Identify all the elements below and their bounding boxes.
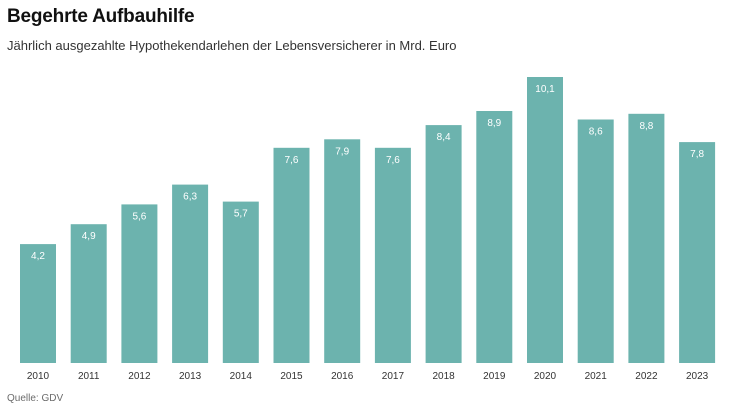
bar-value-label: 8,9 [487, 118, 501, 129]
bar-value-label: 7,6 [285, 155, 299, 166]
x-tick-label: 2010 [27, 371, 50, 382]
x-tick-label: 2021 [585, 371, 608, 382]
bar-2023 [679, 142, 716, 363]
chart-subtitle: Jährlich ausgezahlte Hypothekendarlehen … [7, 38, 457, 53]
bar-2021 [577, 119, 614, 363]
bar-value-label: 5,7 [234, 209, 248, 220]
x-tick-label: 2012 [128, 371, 151, 382]
bar-2020 [527, 77, 563, 363]
bar-value-label: 10,1 [535, 84, 555, 95]
x-tick-label: 2022 [635, 371, 658, 382]
bar-value-label: 8,6 [589, 127, 603, 138]
bar-2010 [20, 244, 56, 363]
x-tick-label: 2020 [534, 371, 557, 382]
bar-2014 [222, 201, 259, 363]
bar-2018 [425, 125, 462, 363]
bar-2022 [628, 113, 665, 363]
x-tick-label: 2011 [78, 371, 100, 382]
bar-value-label: 4,2 [31, 251, 45, 262]
bar-value-label: 4,9 [82, 231, 96, 242]
bar-2011 [70, 224, 107, 363]
x-tick-label: 2019 [483, 371, 506, 382]
x-tick-label: 2017 [382, 371, 405, 382]
bar-2019 [476, 111, 513, 363]
bar-2016 [324, 139, 361, 363]
bar-2015 [273, 147, 310, 363]
bar-value-label: 8,8 [639, 121, 653, 132]
bar-value-label: 7,8 [690, 149, 704, 160]
x-tick-label: 2023 [686, 371, 709, 382]
x-tick-label: 2018 [432, 371, 455, 382]
bar-2013 [172, 184, 209, 363]
x-tick-label: 2015 [280, 371, 303, 382]
chart-title: Begehrte Aufbauhilfe [7, 6, 195, 27]
bar-value-label: 8,4 [437, 132, 451, 143]
bar-2012 [121, 204, 158, 363]
x-tick-label: 2016 [331, 371, 354, 382]
bar-value-label: 7,9 [335, 146, 349, 157]
bar-value-label: 5,6 [132, 211, 146, 222]
bar-2017 [374, 147, 411, 363]
bar-value-label: 6,3 [183, 192, 197, 203]
x-tick-label: 2013 [179, 371, 202, 382]
bar-value-label: 7,6 [386, 155, 400, 166]
x-tick-label: 2014 [230, 371, 253, 382]
source-note: Quelle: GDV [7, 393, 64, 404]
